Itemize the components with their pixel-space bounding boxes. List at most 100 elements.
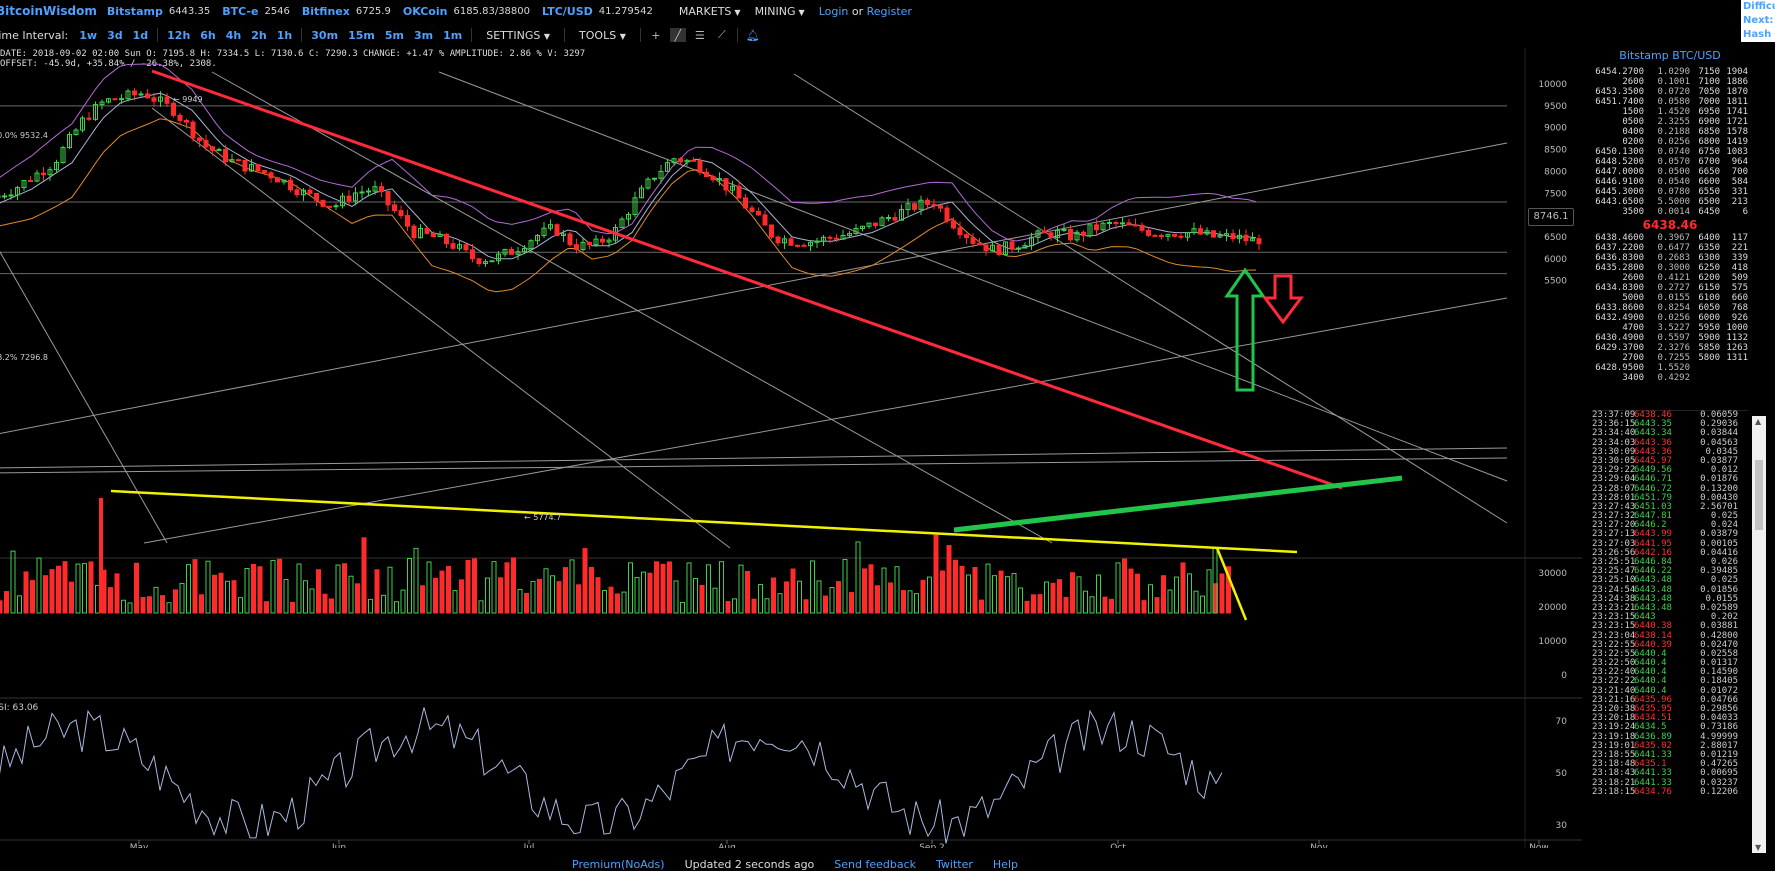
ticker-btce[interactable]: BTC-e 2546	[222, 5, 290, 18]
depth-price: 6450	[1698, 207, 1720, 217]
candle-body	[366, 190, 371, 193]
candle-body	[418, 227, 423, 239]
volume-bar	[868, 564, 874, 614]
interval-1w[interactable]: 1w	[79, 28, 98, 42]
depth-price: 6400	[1698, 233, 1720, 243]
crosshair-icon[interactable]: +	[651, 28, 661, 42]
volume-bar	[316, 569, 321, 614]
interval-15m[interactable]: 15m	[348, 28, 375, 42]
scroll-down-icon[interactable]: ▼	[1755, 843, 1762, 852]
trade-history-scrollbar[interactable]: ▲ ▼	[1752, 416, 1766, 853]
ticker-name: LTC/USD	[542, 4, 593, 18]
volume-bar	[699, 584, 705, 614]
order-book-title[interactable]: Bitstamp BTC/USD	[1619, 49, 1721, 62]
markets-menu[interactable]: MARKETS ▼	[679, 5, 741, 18]
trade-row: 23:25:51 6446.84 0.026	[1592, 557, 1748, 567]
volume-bar	[803, 599, 809, 614]
horizontal-lines-icon[interactable]: ☰	[694, 28, 705, 42]
volume-bar	[1005, 576, 1010, 614]
twitter-link[interactable]: Twitter	[936, 857, 973, 871]
depth-price: 7000	[1698, 97, 1720, 107]
ticker-name: Bitfinex	[301, 4, 350, 18]
candle-body	[1204, 230, 1210, 235]
scroll-up-icon[interactable]: ▲	[1755, 417, 1762, 426]
depth-price: 6500	[1698, 197, 1720, 207]
candle-body	[379, 186, 384, 193]
order-amount: 0.0540	[1657, 177, 1690, 187]
volume-bar	[1180, 562, 1186, 614]
trade-amount: 0.12206	[1700, 786, 1738, 797]
interval-1m[interactable]: 1m	[443, 28, 463, 42]
order-amount: 1.5520	[1657, 363, 1690, 373]
volume-bar	[816, 580, 822, 614]
ticker-ltcusd[interactable]: LTC/USD 41.279542	[542, 5, 653, 18]
premium-link[interactable]: Premium(NoAds)	[572, 857, 665, 871]
volume-bar	[160, 595, 165, 614]
interval-30m[interactable]: 30m	[311, 28, 339, 42]
trade-row: 23:27:43 6451.03 2.56701	[1592, 502, 1748, 512]
fib-icon[interactable]: ⟋	[718, 28, 726, 41]
trade-time: 23:23:15	[1592, 612, 1636, 623]
trade-row: 23:30:09 6443.36 0.0345	[1592, 447, 1748, 457]
interval-4h[interactable]: 4h	[225, 28, 242, 42]
login-link[interactable]: Login	[818, 4, 849, 18]
order-amount: 0.8254	[1657, 303, 1690, 313]
brand-logo[interactable]: BitcoinWisdom	[0, 4, 97, 18]
ticker-okcoin[interactable]: OKCoin 6185.83/38800	[403, 5, 530, 18]
update-status: Updated 2 seconds ago	[684, 857, 815, 871]
price-chart[interactable]: ← 9949 ← 5774.7 50.0% 9532.4 38.2% 7296.8 RS…	[0, 48, 1582, 848]
candle-body	[535, 235, 540, 242]
interval-3d[interactable]: 3d	[107, 28, 123, 42]
depth-total: 1904	[1726, 67, 1748, 77]
candle-body	[905, 203, 911, 211]
candle-body	[15, 187, 20, 196]
volume-bar	[680, 602, 685, 614]
volume-bar	[1206, 569, 1212, 614]
high-price-marker: ← 9949	[173, 95, 203, 104]
volume-bar	[290, 601, 295, 614]
register-link[interactable]: Register	[866, 4, 912, 18]
candle-body	[1172, 233, 1177, 237]
feedback-link[interactable]: Send feedback	[834, 857, 917, 871]
tools-dropdown[interactable]: TOOLS ▼	[579, 29, 626, 42]
depth-total: 418	[1731, 263, 1748, 273]
trade-price: 6447.81	[1634, 511, 1672, 522]
volume-bar	[1109, 598, 1114, 614]
volume-bar	[673, 580, 679, 614]
interval-2h[interactable]: 2h	[251, 28, 267, 42]
ticker-bitfinex[interactable]: Bitfinex 6725.9	[302, 5, 391, 18]
candle-body	[821, 236, 826, 242]
candle-body	[1198, 228, 1203, 235]
order-amount: 0.4121	[1657, 273, 1690, 283]
ticker-bitstamp[interactable]: Bitstamp 6443.35	[107, 5, 210, 18]
time-axis-label: Aug	[718, 843, 736, 848]
interval-5m[interactable]: 5m	[384, 28, 404, 42]
footer: Premium(NoAds) Updated 2 seconds ago Sen…	[0, 857, 1590, 871]
trade-price: 6440.4	[1634, 648, 1667, 659]
red-resistance-line	[151, 69, 1343, 490]
interval-12h[interactable]: 12h	[167, 28, 191, 42]
depth-total: 1870	[1726, 87, 1748, 97]
trade-row: 23:23:15 6440.38 0.03881	[1592, 622, 1748, 631]
settings-dropdown[interactable]: SETTINGS ▼	[486, 29, 550, 42]
alert-bell-icon[interactable]: 🔔︎	[745, 28, 760, 42]
order-price: 6438.4600	[1595, 233, 1644, 243]
mining-menu[interactable]: MINING ▼	[755, 5, 805, 18]
volume-bar	[355, 583, 360, 614]
order-price: 6450.1300	[1595, 147, 1644, 157]
trade-time: 23:22:55	[1592, 639, 1636, 650]
order-amount: 5.5000	[1657, 197, 1690, 207]
interval-3m[interactable]: 3m	[413, 28, 434, 42]
trade-row: 23:24:38 6443.48 0.0155	[1592, 594, 1748, 604]
volume-bar	[452, 590, 458, 614]
interval-1d[interactable]: 1d	[132, 28, 149, 42]
volume-bar	[524, 592, 529, 614]
candle-body	[515, 251, 521, 255]
depth-total: 584	[1731, 177, 1748, 187]
interval-6h[interactable]: 6h	[200, 28, 216, 42]
help-link[interactable]: Help	[992, 857, 1018, 871]
candle-body	[1243, 234, 1249, 242]
scrollbar-thumb[interactable]	[1755, 460, 1763, 530]
interval-1h[interactable]: 1h	[276, 28, 293, 42]
trendline-icon[interactable]: ╱	[669, 28, 686, 42]
